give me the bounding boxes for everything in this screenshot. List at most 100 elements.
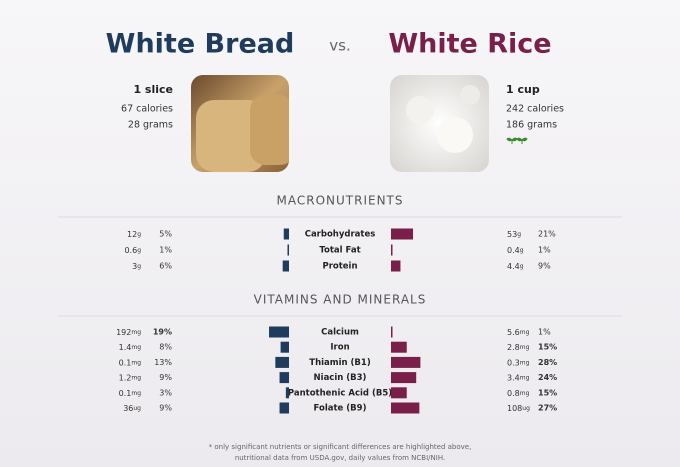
right-dv: 9% [538, 262, 551, 271]
left-bar [285, 387, 289, 399]
nutrient-name: Pantothenic Acid (B5) [288, 388, 392, 398]
left-amount: 1.2mg [119, 373, 142, 382]
nutrient-name: Niacin (B3) [314, 373, 367, 383]
left-amount: 192mg [116, 328, 141, 337]
left-calories: 67 calories [121, 104, 173, 115]
unit: mg [131, 344, 141, 351]
left-bar [269, 326, 289, 338]
right-bar [391, 372, 417, 384]
left-bar [282, 260, 289, 272]
left-dv: 9% [159, 404, 172, 413]
amount: 0.3 [507, 358, 520, 367]
right-serving: 1 cup [506, 83, 540, 96]
right-bar [391, 326, 393, 338]
left-bar [280, 341, 289, 353]
amount: 12 [127, 230, 137, 239]
sprout-icon [506, 137, 528, 144]
section-title: MACRONUTRIENTS [277, 194, 404, 208]
amount: 0.1 [119, 388, 132, 397]
left-bar [279, 402, 289, 414]
left-amount: 0.1mg [119, 358, 142, 367]
right-dv: 21% [538, 230, 556, 239]
amount: 5.6 [507, 328, 520, 337]
amount: 36 [123, 404, 133, 413]
right-amount: 0.3mg [507, 358, 530, 367]
unit: mg [131, 359, 141, 366]
unit: mg [520, 359, 530, 366]
left-amount: 12g [127, 230, 141, 239]
footnote: nutritional data from USDA.gov, daily va… [235, 454, 445, 462]
left-grams: 28 grams [128, 120, 173, 131]
left-amount: 1.4mg [119, 343, 142, 352]
right-dv: 15% [538, 388, 557, 397]
unit: mg [520, 389, 530, 396]
left-dv: 13% [154, 358, 172, 367]
amount: 0.1 [119, 358, 132, 367]
nutrient-name: Iron [330, 343, 349, 353]
left-bar [279, 372, 289, 384]
right-amount: 3.4mg [507, 373, 530, 382]
left-bar [283, 228, 289, 240]
left-title: White Bread [106, 29, 295, 60]
right-bar [391, 260, 401, 272]
nutrient-name: Folate (B9) [314, 404, 367, 414]
left-amount: 0.6g [124, 246, 141, 255]
left-bar [275, 356, 289, 368]
left-dv: 8% [159, 343, 172, 352]
unit: ug [133, 405, 141, 412]
right-bar [391, 244, 393, 256]
left-dv: 5% [159, 230, 172, 239]
unit: mg [131, 389, 141, 396]
unit: mg [131, 329, 141, 336]
right-amount: 108ug [507, 404, 530, 413]
amount: 108 [507, 404, 522, 413]
right-dv: 27% [538, 404, 557, 413]
amount: 192 [116, 328, 131, 337]
left-bar [287, 244, 289, 256]
unit: g [517, 231, 521, 238]
unit: g [137, 247, 141, 254]
left-dv: 6% [159, 262, 172, 271]
right-dv: 15% [538, 343, 557, 352]
right-grams: 186 grams [506, 120, 557, 131]
unit: g [520, 247, 524, 254]
vs: vs. [329, 37, 350, 55]
right-amount: 5.6mg [507, 328, 530, 337]
left-amount: 3g [132, 262, 141, 271]
right-amount: 2.8mg [507, 343, 530, 352]
right-calories: 242 calories [506, 104, 564, 115]
right-dv: 1% [538, 246, 551, 255]
amount: 0.6 [124, 246, 137, 255]
right-amount: 4.4g [507, 262, 524, 271]
amount: 1.2 [119, 373, 132, 382]
amount: 0.4 [507, 246, 520, 255]
left-dv: 3% [159, 388, 172, 397]
left-amount: 0.1mg [119, 388, 142, 397]
amount: 4.4 [507, 262, 520, 271]
amount: 2.8 [507, 343, 520, 352]
right-title: White Rice [388, 29, 551, 60]
unit: mg [520, 344, 530, 351]
right-dv: 24% [538, 373, 557, 382]
amount: 3.4 [507, 373, 520, 382]
nutrient-name: Thiamin (B1) [309, 358, 371, 368]
left-dv: 1% [159, 246, 172, 255]
left-amount: 36ug [123, 404, 141, 413]
amount: 53 [507, 230, 517, 239]
right-amount: 0.4g [507, 246, 524, 255]
amount: 0.8 [507, 388, 520, 397]
right-dv: 28% [538, 358, 557, 367]
right-bar [391, 356, 421, 368]
nutrient-name: Total Fat [319, 246, 360, 256]
footnote: * only significant nutrients or signific… [209, 443, 472, 451]
amount: 3 [132, 262, 137, 271]
unit: ug [522, 405, 530, 412]
unit: g [520, 263, 524, 270]
right-bar [391, 387, 407, 399]
unit: mg [520, 374, 530, 381]
rice-image [390, 75, 489, 172]
unit: g [137, 263, 141, 270]
left-dv: 9% [159, 373, 172, 382]
